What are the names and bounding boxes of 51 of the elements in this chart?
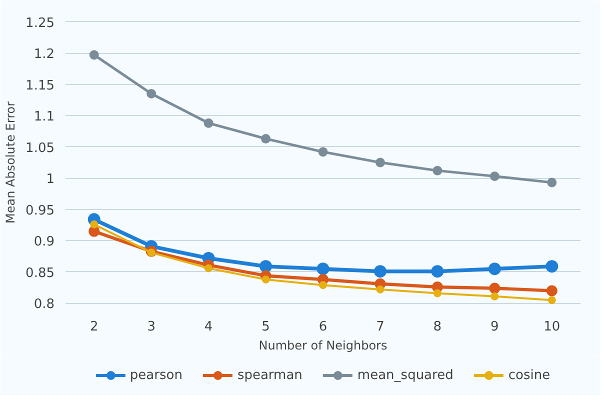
y-tick-label: 1.25 [26, 16, 55, 31]
x-tick-label: 10 [544, 320, 560, 334]
point [546, 285, 558, 296]
y-tick-label: 1.05 [26, 140, 55, 156]
point [318, 147, 328, 157]
y-tick-label: 1.1 [34, 110, 55, 125]
y-tick-label: 1 [46, 172, 55, 188]
point [431, 265, 444, 278]
point [90, 220, 98, 228]
x-axis-title: Number of Neighbors [258, 338, 388, 352]
point [375, 158, 385, 168]
y-tick-label: 0.85 [26, 266, 55, 281]
y-tick-label: 0.8 [34, 297, 55, 312]
point [319, 281, 327, 290]
point [204, 118, 214, 128]
point [547, 178, 557, 188]
point [548, 296, 556, 304]
point [488, 262, 501, 276]
point [376, 285, 384, 294]
x-tick-label: 3 [147, 320, 156, 334]
point [316, 262, 330, 276]
point [374, 265, 386, 278]
x-tick-label: 9 [490, 320, 499, 334]
legend-label: spearman [237, 368, 302, 382]
legend-label: pearson [130, 368, 182, 382]
point [204, 264, 213, 272]
x-tick-label: 8 [433, 320, 442, 334]
point [146, 88, 156, 98]
x-tick-label: 7 [376, 320, 384, 334]
point [489, 282, 500, 294]
point [147, 248, 156, 257]
x-tick-label: 4 [204, 320, 213, 334]
point [433, 289, 442, 298]
point [490, 292, 499, 300]
point [89, 50, 99, 60]
legend-label: mean_squared [357, 368, 454, 382]
point [546, 260, 558, 273]
x-tick-label: 5 [262, 320, 270, 334]
x-tick-label: 2 [90, 320, 98, 334]
x-tick-label: 6 [318, 320, 328, 334]
y-tick-label: 1.15 [26, 78, 55, 94]
point [490, 172, 500, 182]
y-axis-title: Mean Absolute Error [4, 101, 18, 224]
point [432, 166, 442, 176]
y-tick-label: 1.2 [34, 47, 55, 62]
y-tick-label: 0.9 [34, 234, 55, 250]
point [260, 260, 272, 273]
legend-label: cosine [508, 368, 550, 382]
point [262, 275, 270, 284]
point [261, 134, 271, 144]
y-tick-label: 0.95 [26, 203, 55, 218]
